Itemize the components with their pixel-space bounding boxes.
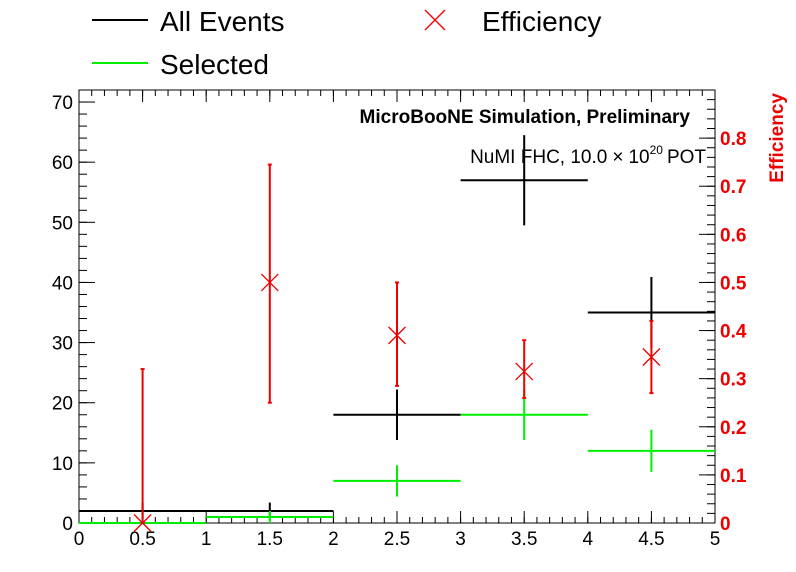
y-right-tick-label: 0.7 [720, 177, 746, 198]
y-right-tick-label: 0.2 [720, 418, 746, 439]
x-tick-label: 2.5 [384, 529, 410, 550]
x-tick-label: 4 [583, 529, 594, 550]
x-tick-label: 0 [74, 529, 85, 550]
x-tick-label: 3.5 [511, 529, 537, 550]
y-right-tick-label: 0.4 [720, 322, 747, 343]
efficiency-marker [133, 514, 152, 532]
x-tick-label: 2 [328, 529, 339, 550]
y-left-tick-label: 40 [52, 273, 73, 294]
pot-base: 10 [628, 147, 649, 168]
legend-all-events-label: All Events [160, 6, 285, 37]
y-left-tick-label: 30 [52, 334, 73, 355]
y-left-tick-label: 70 [52, 93, 73, 114]
data-marks [79, 135, 715, 532]
left-y-axis-ticks: 0 10 20 30 40 50 60 70 [52, 89, 95, 535]
right-y-axis-label: Efficiency [767, 93, 788, 183]
y-right-tick-label: 0.1 [720, 466, 747, 487]
y-left-tick-label: 0 [62, 514, 73, 535]
y-left-tick-label: 60 [52, 153, 73, 174]
y-left-tick-label: 50 [52, 213, 73, 234]
right-y-axis-ticks: 0 0.1 0.2 0.3 0.4 0.5 0.6 0.7 0.8 [699, 89, 747, 535]
y-left-tick-label: 10 [52, 454, 73, 475]
x-tick-label: 1 [201, 529, 212, 550]
y-right-tick-label: 0.8 [720, 129, 746, 150]
x-tick-label: 0.5 [129, 529, 155, 550]
chart-title-annotation: MicroBooNE Simulation, Preliminary [360, 107, 691, 128]
efficiency-marker [642, 348, 661, 366]
efficiency-marker [515, 362, 534, 381]
y-right-tick-label: 0.5 [720, 273, 747, 294]
pot-times: × [612, 147, 623, 168]
legend-efficiency-swatch [424, 9, 446, 31]
y-right-tick-label: 0.3 [720, 370, 746, 391]
efficiency-marker [260, 273, 279, 292]
y-right-tick-label: 0.6 [720, 225, 746, 246]
y-right-tick-label: 0 [720, 514, 731, 535]
efficiency-marker [388, 326, 406, 345]
x-tick-label: 4.5 [638, 529, 664, 550]
legend-efficiency-label: Efficiency [482, 6, 601, 37]
pot-prefix: NuMI FHC, 10.0 [470, 147, 607, 168]
pot-exponent: 20 [650, 143, 664, 157]
legend-selected-label: Selected [160, 49, 269, 80]
pot-suffix: POT [667, 147, 706, 168]
legend: All Events Efficiency Selected [92, 6, 601, 80]
pot-annotation: NuMI FHC, 10.0 × 1020 POT [470, 143, 706, 168]
x-tick-label: 1.5 [257, 529, 283, 550]
x-tick-label: 3 [455, 529, 466, 550]
x-axis-ticks: 0 0.5 1 1.5 2 2.5 3 3.5 4 4.5 5 [74, 90, 721, 550]
y-left-tick-label: 20 [52, 394, 73, 415]
x-tick-label: 5 [710, 529, 721, 550]
